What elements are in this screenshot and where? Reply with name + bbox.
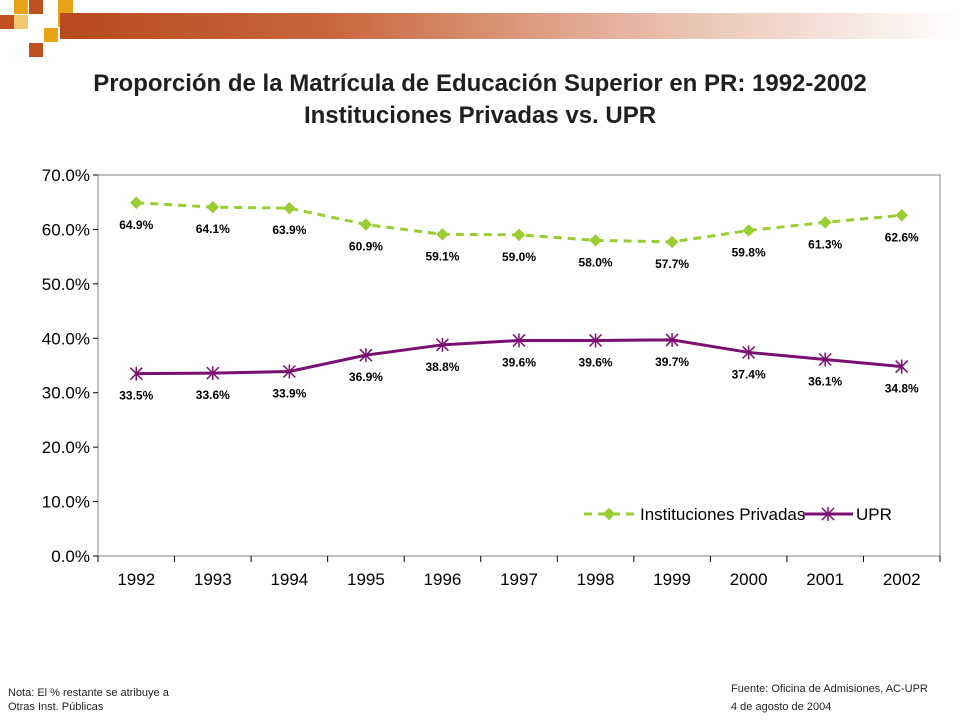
legend-marker-privadas (602, 507, 616, 521)
data-label-privadas: 59.0% (502, 250, 536, 264)
source-line1: Fuente: Oficina de Admisiones, AC-UPR (731, 683, 928, 695)
decor-square-rust-top (29, 0, 43, 14)
decor-square-rust-bottom (29, 43, 43, 57)
footnote: Nota: El % restante se atribuye a Otras … (8, 686, 169, 714)
decor-square-gold-top (14, 0, 28, 14)
chart-title: Proporción de la Matrícula de Educación … (93, 70, 867, 97)
data-label-privadas: 60.9% (349, 240, 383, 254)
data-point-upr (206, 366, 220, 381)
data-label-privadas: 59.1% (425, 249, 459, 263)
y-tick-label: 50.0% (42, 275, 90, 294)
decor-square-gold-small (44, 28, 58, 42)
data-point-privadas (895, 209, 908, 222)
data-point-privadas (359, 218, 373, 231)
y-tick-label: 30.0% (42, 384, 90, 403)
data-label-privadas: 64.1% (196, 222, 230, 236)
data-point-upr (742, 345, 756, 360)
decor-square-rust-mid (0, 15, 14, 29)
data-point-privadas (283, 201, 296, 215)
footnote-line1: Nota: El % restante se atribuye a (8, 687, 169, 699)
x-tick-label: 1996 (424, 570, 462, 589)
legend-label-upr: UPR (856, 505, 892, 524)
data-label-upr: 33.5% (119, 389, 153, 403)
data-point-upr (512, 333, 526, 348)
data-point-privadas (665, 235, 679, 249)
legend-marker-upr (821, 507, 835, 521)
x-tick-label: 1998 (577, 570, 615, 589)
x-tick-label: 1995 (347, 570, 385, 589)
data-point-privadas (206, 200, 220, 214)
data-label-privadas: 57.7% (655, 257, 689, 271)
y-tick-label: 0.0% (51, 547, 90, 566)
y-tick-label: 70.0% (42, 166, 90, 185)
x-tick-label: 1993 (194, 570, 232, 589)
data-label-upr: 34.8% (885, 382, 919, 396)
data-label-upr: 33.9% (272, 386, 306, 400)
data-label-upr: 33.6% (196, 388, 230, 402)
data-label-upr: 39.6% (579, 355, 613, 369)
x-tick-label: 2001 (806, 570, 844, 589)
data-point-privadas (512, 228, 526, 242)
data-point-upr (665, 332, 679, 347)
data-label-privadas: 58.0% (579, 255, 613, 269)
data-label-privadas: 59.8% (732, 246, 766, 260)
data-label-upr: 38.8% (425, 360, 459, 374)
data-point-privadas (436, 228, 449, 241)
data-point-upr (359, 348, 373, 363)
data-point-upr (895, 359, 909, 374)
data-point-privadas (818, 216, 832, 229)
data-label-privadas: 63.9% (272, 223, 306, 237)
data-point-upr (589, 333, 603, 348)
legend-label-privadas: Instituciones Privadas (640, 505, 805, 524)
data-label-upr: 39.7% (655, 355, 689, 369)
y-tick-label: 60.0% (42, 220, 90, 239)
chart-subtitle: Instituciones Privadas vs. UPR (303, 102, 657, 129)
data-point-privadas (130, 196, 143, 209)
data-label-privadas: 62.6% (885, 230, 919, 244)
data-label-upr: 36.1% (808, 375, 842, 389)
y-tick-label: 40.0% (42, 329, 90, 348)
data-label-upr: 36.9% (349, 370, 383, 384)
data-point-upr (435, 337, 449, 352)
source-note: Fuente: Oficina de Admisiones, AC-UPR 4 … (731, 682, 928, 714)
data-point-upr (129, 366, 143, 381)
x-tick-label: 2002 (883, 570, 921, 589)
header-banner (60, 13, 960, 39)
y-tick-label: 20.0% (42, 438, 90, 457)
data-point-privadas (742, 224, 755, 237)
data-label-privadas: 64.9% (119, 218, 153, 232)
x-tick-label: 1992 (117, 570, 155, 589)
source-line2: 4 de agosto de 2004 (731, 701, 832, 713)
x-tick-label: 1999 (653, 570, 691, 589)
legend: Instituciones Privadas UPR (584, 505, 892, 524)
y-tick-label: 10.0% (42, 493, 90, 512)
data-label-upr: 39.6% (502, 355, 536, 369)
x-tick-label: 2000 (730, 570, 768, 589)
x-tick-label: 1994 (270, 570, 308, 589)
x-tick-label: 1997 (500, 570, 538, 589)
footnote-line2: Otras Inst. Públicas (8, 701, 104, 713)
data-label-privadas: 61.3% (808, 237, 842, 251)
data-point-upr (282, 364, 296, 379)
data-label-upr: 37.4% (732, 367, 766, 381)
decor-square-gold-mid (14, 15, 28, 29)
data-point-upr (818, 352, 832, 367)
data-point-privadas (589, 234, 602, 247)
